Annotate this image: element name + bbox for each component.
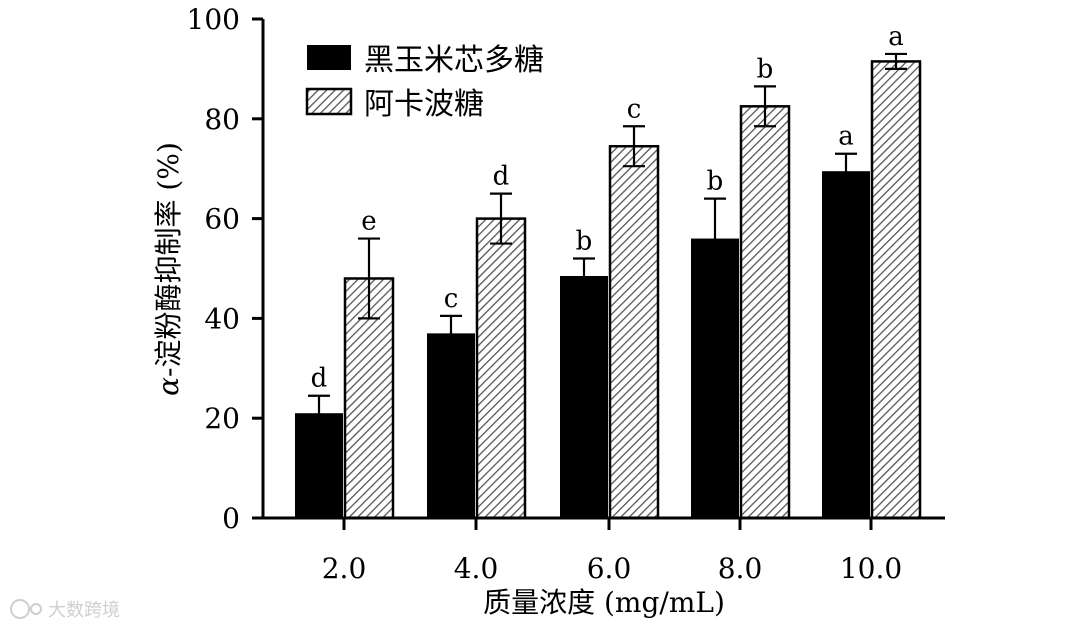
- legend-swatch-series-2: [305, 87, 353, 116]
- legend-label-series-2: 阿卡波糖: [364, 87, 484, 122]
- sig-letter-series-1-1: c: [444, 284, 459, 314]
- bar-series-2-4.0: [475, 217, 527, 520]
- watermark: 大数跨境: [10, 599, 120, 621]
- sig-letter-series-1-3: b: [707, 167, 724, 197]
- bar-series-2-10.0: [870, 60, 922, 520]
- x-tick-label-2: 6.0: [587, 552, 632, 585]
- y-tick-label-0: 0: [222, 502, 240, 535]
- bar-series-1-8.0: [691, 238, 739, 518]
- x-tick-label-3: 8.0: [718, 552, 763, 585]
- y-tick-label-20: 20: [204, 402, 240, 435]
- bar-series-1-4.0: [427, 333, 475, 518]
- watermark-text: 大数跨境: [48, 600, 120, 621]
- y-tick-label-80: 80: [204, 103, 240, 136]
- sig-letter-series-1-0: d: [311, 364, 328, 394]
- sig-letter-series-2-1: d: [493, 162, 510, 192]
- y-tick-label-100: 100: [187, 3, 240, 36]
- y-axis-title-greek: α: [152, 377, 185, 396]
- axes-layer: [252, 17, 945, 530]
- labels-layer: 0 20 40 60 80 100 2.0 4.0 6.0 8.0 10.0 d c b b a e d c b a: [187, 3, 904, 585]
- x-tick-label-1: 4.0: [454, 552, 499, 585]
- sig-letter-series-2-4: a: [888, 22, 904, 52]
- y-axis-title-text: -淀粉酶抑制率 (%): [152, 142, 185, 377]
- watermark-logo-dot-icon: [30, 603, 42, 615]
- bar-series-1-10.0: [822, 171, 870, 518]
- bar-series-1-6.0: [560, 275, 608, 518]
- sig-letter-series-2-2: c: [627, 94, 642, 124]
- sig-letter-series-1-4: a: [838, 122, 854, 152]
- sig-letter-series-2-0: e: [361, 207, 376, 237]
- sig-letter-series-1-2: b: [576, 227, 593, 257]
- y-tick-label-60: 60: [204, 203, 240, 236]
- bar-series-2-6.0: [608, 144, 660, 520]
- x-tick-label-4: 10.0: [840, 552, 902, 585]
- legend-swatch-series-1: [307, 45, 351, 70]
- watermark-logo-icon: [10, 599, 30, 619]
- legend: 黑玉米芯多糖 阿卡波糖: [305, 43, 544, 122]
- x-axis-title: 质量浓度 (mg/mL): [483, 586, 725, 619]
- sig-letter-series-2-3: b: [757, 54, 774, 84]
- legend-label-series-1: 黑玉米芯多糖: [364, 43, 544, 78]
- x-tick-label-0: 2.0: [322, 552, 367, 585]
- bar-series-2-8.0: [739, 105, 791, 520]
- y-axis-title: α-淀粉酶抑制率 (%): [152, 142, 185, 396]
- bars-layer: [295, 52, 922, 520]
- y-tick-label-40: 40: [204, 302, 240, 335]
